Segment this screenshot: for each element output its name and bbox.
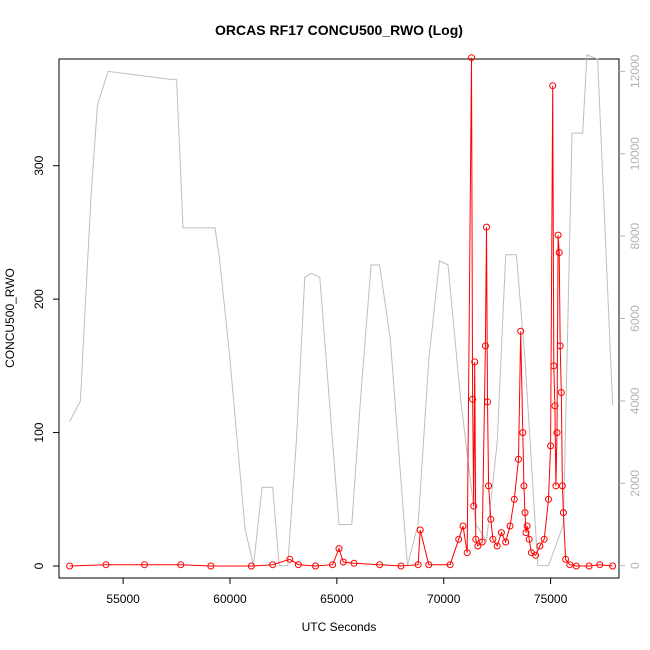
concentration-point: [554, 231, 562, 239]
concentration-point: [566, 561, 574, 569]
y2-tick-label: 10000: [628, 137, 642, 171]
y2-tick-label: 8000: [628, 222, 642, 249]
concentration-point: [478, 538, 486, 546]
y2-tick-label: 4000: [628, 387, 642, 414]
concentration-point: [522, 529, 530, 537]
concentration-point: [484, 398, 491, 406]
concentration-point: [489, 535, 497, 543]
concentration-point: [551, 402, 559, 410]
concentration-point: [520, 482, 528, 490]
concentration-point: [425, 561, 433, 569]
concentration-point: [446, 561, 454, 569]
y-axis: 0 100 200 300: [32, 155, 59, 569]
concentration-point: [269, 561, 277, 569]
concentration-point: [609, 562, 617, 570]
concentration-point: [294, 561, 302, 569]
concentration-point: [497, 529, 505, 537]
concentration-point: [472, 535, 480, 543]
concentration-point: [350, 559, 358, 567]
concentration-point: [553, 429, 561, 437]
concentration-point: [517, 327, 525, 335]
x-tick-label: 70000: [427, 592, 461, 606]
concentration-point: [525, 535, 533, 543]
concentration-point: [102, 561, 110, 569]
concentration-point: [536, 542, 544, 550]
concentration-point: [559, 509, 567, 517]
concentration-point: [547, 442, 555, 450]
concentration-point: [502, 538, 510, 546]
concentration-point: [545, 495, 552, 503]
concentration-point: [335, 545, 343, 553]
concentration-point: [470, 502, 478, 510]
y-tick-label: 300: [32, 155, 46, 175]
concentration-point: [556, 342, 564, 350]
concentration-point: [557, 389, 565, 396]
concentration-line: [69, 57, 613, 567]
concentration-point: [416, 526, 424, 534]
concentration-point: [469, 395, 477, 403]
concentration-point: [483, 223, 490, 231]
concentration-point: [207, 562, 215, 570]
concentration-point: [455, 535, 463, 543]
plot-frame: [58, 58, 620, 579]
concentration-point: [487, 515, 495, 523]
concentration-point: [572, 562, 580, 570]
concentration-point: [485, 482, 493, 490]
y2-tick-label: 12000: [628, 54, 642, 88]
right-y-axis: 0 2000 4000 6000 8000 10000 12000: [619, 54, 642, 569]
concentration-point: [468, 54, 475, 62]
concentration-point: [459, 522, 467, 530]
x-axis: 55000 60000 65000 70000 75000: [106, 578, 568, 606]
concentration-point: [141, 561, 148, 569]
concentration-point: [177, 561, 185, 569]
concentration-point: [562, 555, 570, 563]
concentration-point: [555, 249, 563, 256]
y-tick-label: 0: [32, 562, 46, 569]
concentration-point: [397, 562, 405, 570]
x-tick-label: 55000: [106, 592, 140, 606]
concentration-point: [532, 551, 540, 559]
concentration-point: [471, 358, 479, 366]
chart-title: ORCAS RF17 CONCU500_RWO (Log): [215, 22, 463, 38]
concentration-point: [523, 522, 531, 530]
concentration-point: [506, 522, 514, 530]
series-layer: [66, 54, 617, 570]
concentration-point: [312, 562, 319, 570]
x-tick-label: 75000: [534, 592, 568, 606]
y2-tick-label: 6000: [628, 305, 642, 332]
x-tick-label: 65000: [320, 592, 354, 606]
concentration-point: [339, 558, 347, 566]
concentration-point: [521, 509, 529, 517]
concentration-point: [247, 562, 255, 570]
concentration-point: [510, 495, 518, 503]
concentration-point: [493, 542, 501, 550]
concentration-point: [515, 455, 522, 463]
concentration-point: [474, 542, 482, 550]
y-tick-label: 200: [32, 289, 46, 309]
concentration-point: [519, 429, 527, 437]
concentration-point: [463, 549, 471, 557]
y-tick-label: 100: [32, 422, 46, 442]
y2-tick-label: 0: [628, 562, 642, 569]
concentration-point: [585, 562, 593, 570]
concentration-point: [596, 561, 604, 569]
y-axis-label: CONCU500_RWO: [3, 268, 17, 368]
concentration-point: [376, 561, 384, 569]
concentration-point: [481, 342, 489, 350]
concentration-point: [414, 561, 422, 569]
concentration-point: [540, 535, 548, 543]
x-tick-label: 60000: [213, 592, 247, 606]
y2-tick-label: 2000: [628, 470, 642, 497]
concentration-point: [558, 482, 566, 490]
concentration-point: [329, 561, 337, 569]
concentration-point: [286, 555, 294, 563]
x-axis-label: UTC Seconds: [302, 620, 377, 634]
concentration-point: [549, 82, 557, 90]
concentration-point: [66, 562, 74, 570]
concentration-point: [550, 362, 558, 370]
altitude-line: [69, 54, 614, 567]
